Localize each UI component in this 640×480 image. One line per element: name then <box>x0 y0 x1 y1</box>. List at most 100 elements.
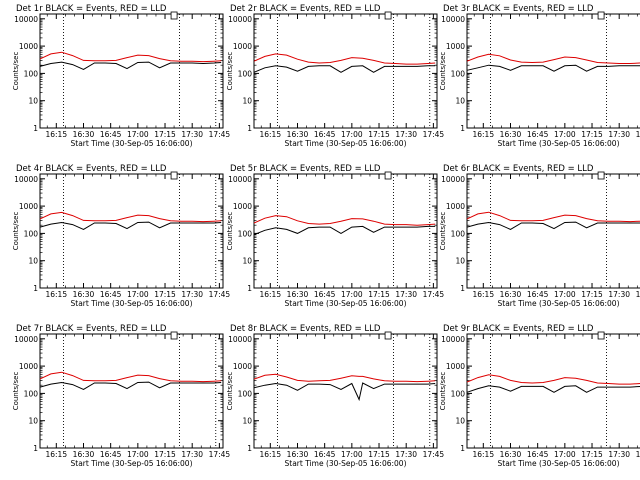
y-tick-label: 10 <box>242 97 252 106</box>
y-tick-label: 10000 <box>228 335 252 344</box>
series-lld-line <box>253 53 436 65</box>
plot-frame <box>253 333 438 449</box>
x-tick-label: 16:15 <box>259 290 281 299</box>
plot-frame <box>466 13 640 129</box>
plot-frame <box>39 333 224 449</box>
y-axis-label: Counts/sec <box>226 52 234 91</box>
x-tick-label: 17:45 <box>423 130 445 139</box>
x-tick-label: 17:15 <box>581 130 603 139</box>
x-axis-label: Start Time (30-Sep-05 16:06:00) <box>71 299 193 308</box>
y-tick-label: 100 <box>24 389 39 398</box>
y-tick-label: 10000 <box>14 175 38 184</box>
series-lld-line <box>466 211 640 223</box>
panel-title: Det 8r BLACK = Events, RED = LLD <box>230 324 381 334</box>
x-tick-label: 16:45 <box>314 290 336 299</box>
marker-box <box>170 11 178 20</box>
x-tick-label: 17:15 <box>154 290 176 299</box>
y-tick-label: 1000 <box>233 42 252 51</box>
x-tick-label: 17:45 <box>209 450 231 459</box>
x-axis-label: Start Time (30-Sep-05 16:06:00) <box>498 459 620 468</box>
y-tick-label: 100 <box>238 389 253 398</box>
y-tick-label: 1 <box>247 444 252 453</box>
y-tick-label: 100 <box>451 229 466 238</box>
series-events-line <box>253 65 436 73</box>
x-tick-label: 16:45 <box>100 450 122 459</box>
y-axis-label: Counts/sec <box>12 372 20 411</box>
y-tick-label: 10 <box>28 257 38 266</box>
x-tick-label: 16:30 <box>287 450 309 459</box>
series-events-line <box>253 225 436 236</box>
x-tick-label: 17:15 <box>154 450 176 459</box>
y-tick-label: 1000 <box>233 202 252 211</box>
y-tick-label: 10 <box>28 97 38 106</box>
x-axis-label: Start Time (30-Sep-05 16:06:00) <box>285 459 407 468</box>
panel-title: Det 3r BLACK = Events, RED = LLD <box>443 4 594 14</box>
y-tick-label: 10 <box>28 417 38 426</box>
x-tick-label: 17:30 <box>181 450 203 459</box>
x-tick-label: 17:45 <box>209 130 231 139</box>
x-tick-label: 16:15 <box>259 450 281 459</box>
y-tick-label: 100 <box>24 69 39 78</box>
x-tick-label: 17:15 <box>581 290 603 299</box>
marker-box <box>170 171 178 180</box>
y-tick-label: 10000 <box>14 335 38 344</box>
x-tick-label: 16:15 <box>472 290 494 299</box>
y-tick-label: 10 <box>455 97 465 106</box>
panel-title: Det 7r BLACK = Events, RED = LLD <box>16 324 167 334</box>
x-tick-label: 17:00 <box>127 450 149 459</box>
x-tick-label: 16:30 <box>73 290 95 299</box>
y-axis-label: Counts/sec <box>439 52 447 91</box>
x-tick-label: 16:30 <box>500 450 522 459</box>
x-tick-label: 16:30 <box>500 290 522 299</box>
marker-box <box>384 331 392 340</box>
plot-frame <box>39 173 224 289</box>
x-tick-label: 16:45 <box>527 130 549 139</box>
y-tick-label: 10 <box>455 257 465 266</box>
x-tick-label: 17:30 <box>395 450 417 459</box>
panel-det-5: Det 5r BLACK = Events, RED = LLD 1 10 100 10… <box>226 164 444 308</box>
x-tick-label: 16:15 <box>472 450 494 459</box>
x-tick-label: 17:15 <box>368 130 390 139</box>
series-lld-line <box>466 53 640 64</box>
y-axis-label: Counts/sec <box>12 212 20 251</box>
panel-title: Det 2r BLACK = Events, RED = LLD <box>230 4 381 14</box>
x-tick-label: 17:15 <box>368 290 390 299</box>
y-axis-label: Counts/sec <box>12 52 20 91</box>
panel-det-3: Det 3r BLACK = Events, RED = LLD 1 10 100 10… <box>439 4 640 148</box>
x-tick-label: 17:45 <box>423 290 445 299</box>
y-tick-label: 1000 <box>19 362 38 371</box>
marker-box <box>384 11 392 20</box>
x-tick-label: 17:45 <box>636 450 640 459</box>
panel-det-1: Det 1r BLACK = Events, RED = LLD 1 10 100 10… <box>12 4 230 148</box>
y-tick-label: 100 <box>24 229 39 238</box>
y-tick-label: 1 <box>247 124 252 133</box>
y-tick-label: 1 <box>460 124 465 133</box>
y-tick-label: 1 <box>247 284 252 293</box>
x-tick-label: 17:30 <box>395 290 417 299</box>
y-tick-label: 100 <box>451 389 466 398</box>
series-events-line <box>466 221 640 230</box>
series-events-line <box>466 385 640 393</box>
panel-title: Det 6r BLACK = Events, RED = LLD <box>443 164 594 174</box>
panel-det-6: Det 6r BLACK = Events, RED = LLD 1 10 100 10… <box>439 164 640 308</box>
y-tick-label: 10 <box>242 257 252 266</box>
y-tick-label: 1000 <box>446 202 465 211</box>
plot-frame <box>39 13 224 129</box>
panel-det-9: Det 9r BLACK = Events, RED = LLD 1 10 100 10… <box>439 324 640 468</box>
x-tick-label: 16:30 <box>287 130 309 139</box>
y-tick-label: 100 <box>451 69 466 78</box>
x-tick-label: 17:00 <box>127 130 149 139</box>
y-tick-label: 10 <box>455 417 465 426</box>
series-events-line <box>39 381 222 390</box>
y-tick-label: 1 <box>460 284 465 293</box>
x-tick-label: 16:15 <box>45 290 67 299</box>
x-tick-label: 17:45 <box>209 290 231 299</box>
x-tick-label: 17:15 <box>154 130 176 139</box>
y-axis-label: Counts/sec <box>226 212 234 251</box>
x-tick-label: 16:15 <box>259 130 281 139</box>
series-lld-line <box>253 215 436 226</box>
series-events-line <box>466 64 640 72</box>
panel-det-2: Det 2r BLACK = Events, RED = LLD 1 10 100 10… <box>226 4 444 148</box>
x-tick-label: 17:30 <box>395 130 417 139</box>
